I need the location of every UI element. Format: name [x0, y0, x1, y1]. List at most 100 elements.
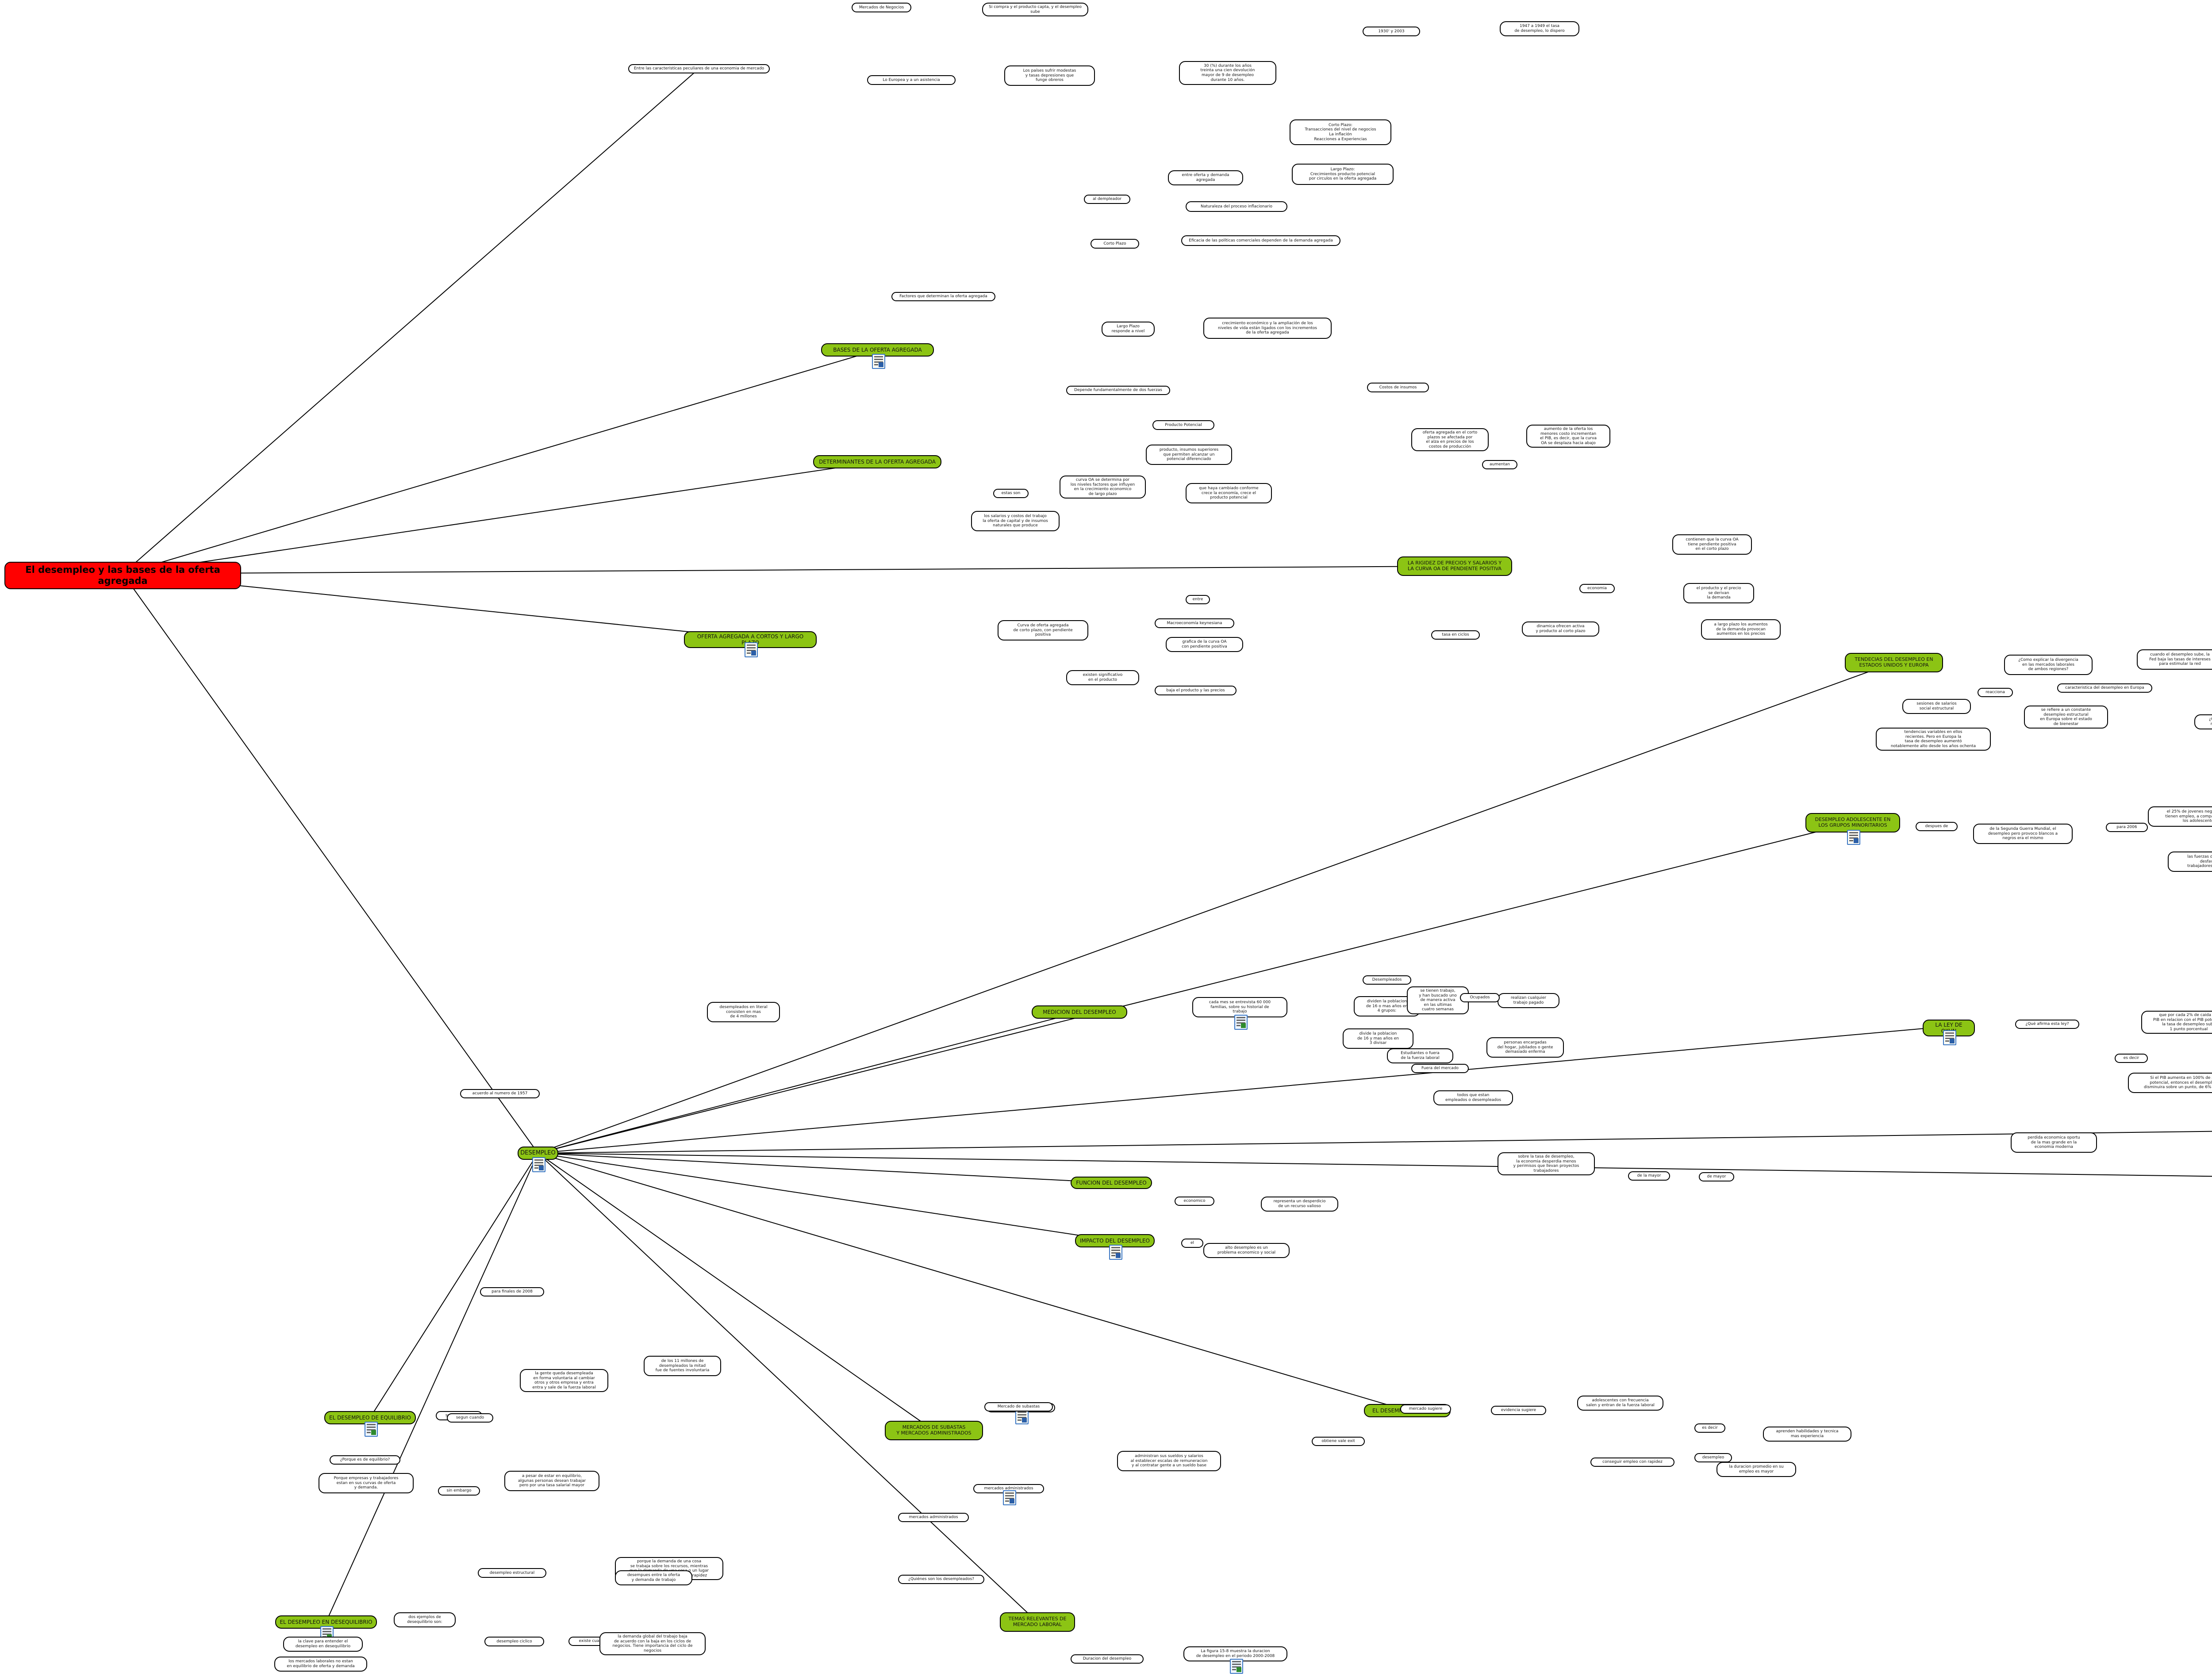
detail-node[interactable]: Factores que determinan la oferta agrega… — [891, 292, 995, 301]
detail-node[interactable]: Largo Plazo: Crecimientos producto poten… — [1292, 164, 1394, 185]
document-resource-icon[interactable] — [1847, 830, 1860, 845]
detail-node[interactable]: que haya cambiado conforme crece la econ… — [1186, 483, 1272, 503]
detail-node[interactable]: el producto y el precio se derivan la de… — [1683, 583, 1754, 603]
image-resource-icon[interactable] — [1229, 1659, 1243, 1674]
detail-node[interactable]: los mercados laborales no estan en equil… — [274, 1657, 367, 1672]
detail-node[interactable]: Costos de insumos — [1367, 383, 1429, 392]
detail-node[interactable]: administran sus sueldos y salarios al es… — [1117, 1451, 1221, 1471]
detail-node[interactable]: divide la poblacion de 16 y mas años en … — [1343, 1028, 1413, 1049]
detail-node[interactable]: el 25% de jovenes negros (16 a 19 años) … — [2148, 806, 2212, 827]
detail-node[interactable]: todos que estan empleados o desempleados — [1433, 1090, 1513, 1105]
detail-node[interactable]: Porque empresas y trabajadores estan en … — [319, 1473, 414, 1493]
detail-node[interactable]: para 2006 — [2106, 823, 2148, 832]
detail-node[interactable]: alto desempleo es un problema economico … — [1203, 1243, 1290, 1258]
detail-node[interactable]: mercados administrados — [898, 1513, 969, 1522]
detail-node[interactable]: Si el PIB aumenta en 100% de su potencia… — [2128, 1073, 2212, 1093]
detail-node[interactable]: Los países sufrir modestas y tasas depre… — [1004, 65, 1095, 86]
document-resource-icon[interactable] — [532, 1157, 545, 1172]
detail-node[interactable]: es decir — [1694, 1423, 1725, 1433]
detail-node[interactable]: cuando el desempleo sube, la Fed baja la… — [2137, 649, 2212, 670]
detail-node[interactable]: estas son — [993, 489, 1029, 498]
detail-node[interactable]: contienen que la curva OA tiene pendient… — [1672, 534, 1752, 555]
detail-node[interactable]: que por cada 2% de caida del PIB en rela… — [2141, 1011, 2212, 1034]
detail-node[interactable]: Producto Potencial — [1152, 420, 1214, 430]
detail-node[interactable]: Desempleados — [1363, 975, 1411, 985]
detail-node[interactable]: caracteristica del desempleo en Europa — [2057, 683, 2152, 693]
detail-node[interactable]: economico — [1175, 1197, 1214, 1206]
image-resource-icon[interactable] — [1234, 1015, 1248, 1030]
detail-node[interactable]: oferta agregada en el corto plazos se af… — [1411, 428, 1489, 452]
detail-node[interactable]: de la Segunda Guerra Mundial, el desempl… — [1973, 824, 2073, 844]
detail-node[interactable]: Fuera del mercado — [1411, 1064, 1469, 1073]
detail-node[interactable]: baja el producto y las precios — [1155, 686, 1237, 695]
detail-node[interactable]: 1947 a 1949 el tasa de desempleo, lo dis… — [1500, 21, 1579, 36]
detail-node[interactable]: la clave para entender el desempleo en d… — [283, 1637, 363, 1652]
root-node[interactable]: El desempleo y las bases de la oferta ag… — [4, 562, 241, 589]
detail-node[interactable]: Estudiantes o fuera de la fuerza laboral — [1387, 1048, 1453, 1063]
detail-node[interactable]: Mercado de subastas — [984, 1402, 1053, 1412]
detail-node[interactable]: a pesar de estar en equilibrio, algunas … — [504, 1471, 599, 1491]
detail-node[interactable]: la duracion promedio en su empleo es may… — [1717, 1462, 1796, 1477]
concept-node[interactable]: DESEMPLEO ADOLESCENTE EN LOS GRUPOS MINO… — [1805, 813, 1900, 832]
detail-node[interactable]: adolescentes con frecuencia salen y entr… — [1577, 1396, 1663, 1411]
detail-node[interactable]: sobre la tasa de desempleo, la economia … — [1498, 1152, 1595, 1176]
detail-node[interactable]: desempleo estructural — [478, 1568, 546, 1578]
detail-node[interactable]: personas encargadas del hogar, jubilados… — [1486, 1037, 1564, 1058]
detail-node[interactable]: Depende fundamentalmente de dos fuerzas — [1066, 386, 1170, 395]
detail-node[interactable]: Corto Plazo — [1091, 239, 1139, 249]
document-resource-icon[interactable] — [1109, 1245, 1122, 1260]
concept-node[interactable]: MERCADOS DE SUBASTAS Y MERCADOS ADMINIST… — [885, 1421, 983, 1440]
concept-node[interactable]: LA RIGIDEZ DE PRECIOS Y SALARIOS Y LA CU… — [1397, 556, 1512, 576]
detail-node[interactable]: los salarios y costos del trabajo la ofe… — [971, 511, 1060, 531]
detail-node[interactable]: para finales de 2008 — [480, 1287, 544, 1296]
detail-node[interactable]: despues de — [1916, 822, 1958, 831]
image-resource-icon[interactable] — [364, 1422, 378, 1437]
detail-node[interactable]: Corto Plazo: Transacciones del nivel de … — [1290, 119, 1391, 145]
detail-node[interactable]: Naturaleza del proceso inflacionario — [1186, 201, 1287, 212]
detail-node[interactable]: acuerdo al numero de 1957 — [460, 1089, 540, 1098]
detail-node[interactable]: segun cuando — [447, 1413, 493, 1423]
detail-node[interactable]: desempleo — [1694, 1453, 1732, 1462]
detail-node[interactable]: aumentan — [1482, 460, 1517, 469]
concept-node[interactable]: FUNCION DEL DESEMPLEO — [1071, 1177, 1152, 1189]
detail-node[interactable]: dos ejemplos de desequilibrio son: — [394, 1612, 456, 1627]
detail-node[interactable]: aumento de la oferta los menores costo i… — [1526, 425, 1610, 448]
detail-node[interactable]: al dempleador — [1084, 195, 1130, 204]
detail-node[interactable]: desempleados en literal consisten en mas… — [707, 1002, 780, 1022]
detail-node[interactable]: existen significativo en el producto — [1066, 670, 1139, 685]
detail-node[interactable]: Curva de oferta agregada de corto plazo,… — [998, 620, 1088, 641]
detail-node[interactable]: el — [1181, 1239, 1203, 1248]
detail-node[interactable]: representa un desperdicio de un recurso … — [1261, 1197, 1338, 1212]
detail-node[interactable]: aprenden habilidades y tecnica mas exper… — [1763, 1427, 1851, 1442]
detail-node[interactable]: cada mes se entrevista 60 000 familias, … — [1192, 997, 1287, 1017]
document-resource-icon[interactable] — [1015, 1409, 1029, 1424]
detail-node[interactable]: Largo Plazo responde a nivel — [1102, 322, 1155, 337]
detail-node[interactable]: Mercados de Negocios — [852, 3, 911, 12]
detail-node[interactable]: Duracion del desempleo — [1071, 1654, 1144, 1664]
detail-node[interactable]: 1930' y 2003 — [1363, 27, 1420, 36]
detail-node[interactable]: sesiones de salarios social estructural — [1902, 699, 1971, 714]
detail-node[interactable]: obtiene vale exit — [1312, 1437, 1365, 1446]
detail-node[interactable]: ¿Cuál es el versiada para el año? nivel … — [2194, 714, 2212, 729]
detail-node[interactable]: Lo Europea y a un asistencia — [867, 75, 956, 85]
detail-node[interactable]: evidencia sugiere — [1491, 1406, 1546, 1415]
detail-node[interactable]: la demanda global del trabajo baja de ac… — [599, 1632, 706, 1656]
detail-node[interactable]: tendencias variables en ellos recientes.… — [1876, 728, 1991, 751]
detail-node[interactable]: curva OA se determina por los niveles fa… — [1060, 476, 1146, 499]
detail-node[interactable]: reacciona — [1978, 688, 2013, 697]
document-resource-icon[interactable] — [1003, 1490, 1016, 1505]
detail-node[interactable]: desempleo ciclico — [484, 1637, 544, 1646]
detail-node[interactable]: ¿Quiénes son los desempleados? — [898, 1575, 984, 1584]
detail-node[interactable]: producto, insumos superiores que permite… — [1146, 445, 1232, 465]
detail-node[interactable]: de la mayor — [1628, 1171, 1670, 1181]
detail-node[interactable]: ¿Porque es de equilibrio? — [330, 1455, 400, 1465]
detail-node[interactable]: 30 (%) durante los años treinta una cien… — [1179, 61, 1276, 85]
document-resource-icon[interactable] — [1943, 1030, 1956, 1045]
detail-node[interactable]: es decir — [2115, 1054, 2148, 1063]
detail-node[interactable]: de mayor — [1699, 1172, 1734, 1181]
concept-node[interactable]: MEDICION DEL DESEMPLEO — [1032, 1005, 1127, 1019]
detail-node[interactable]: conseguir empleo con rapidez — [1590, 1458, 1674, 1467]
detail-node[interactable]: perdida economica oportu de la mas grand… — [2011, 1132, 2097, 1153]
detail-node[interactable]: economia — [1579, 584, 1615, 593]
concept-node[interactable]: TEMAS RELEVANTES DE MERCADO LABORAL — [1000, 1612, 1075, 1632]
